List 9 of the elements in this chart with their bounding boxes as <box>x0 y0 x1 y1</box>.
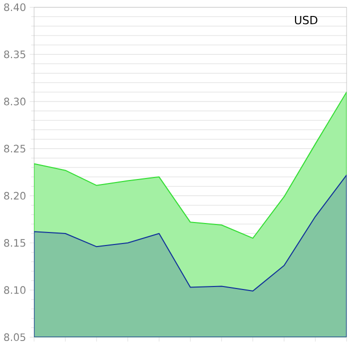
y-tick-label: 8.15 <box>4 239 26 247</box>
y-tick-label: 8.30 <box>4 98 26 106</box>
annotation: USD <box>294 16 318 25</box>
y-tick-label: 8.20 <box>4 192 26 200</box>
y-tick-label: 8.05 <box>4 334 26 342</box>
y-tick-label: 8.10 <box>4 286 26 294</box>
y-tick-label: 8.25 <box>4 145 26 153</box>
y-tick-label: 8.40 <box>4 4 26 12</box>
y-tick-label: 8.35 <box>4 50 26 58</box>
